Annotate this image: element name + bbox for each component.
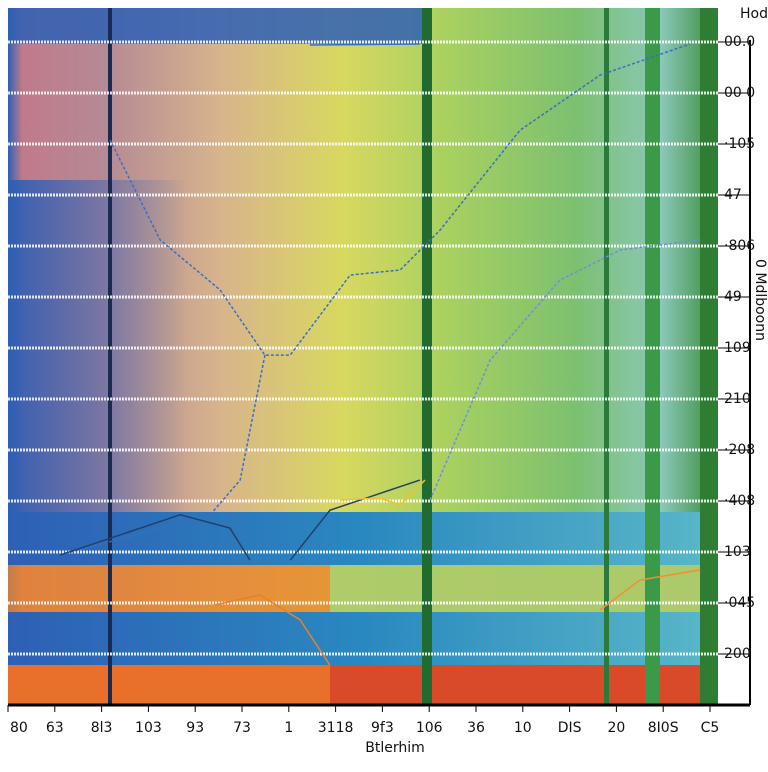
series-line (339, 479, 426, 506)
series-line (309, 43, 420, 46)
x-tick-label: 8l3 (91, 720, 113, 736)
y-tick-label: 103 (724, 544, 751, 560)
x-tick-label: 93 (186, 720, 204, 736)
y-tick-label: 00.0 (724, 34, 755, 50)
series-line (59, 354, 266, 556)
y-tick-label: 00 0 (724, 85, 755, 101)
y-tick-label: ·208 (724, 442, 755, 458)
series-line (59, 513, 251, 561)
series-line (109, 43, 691, 356)
series-line (289, 479, 421, 561)
y-tick-label: 109 (724, 340, 751, 356)
y-tick-label: 210 (724, 391, 751, 407)
x-tick-label: DIS (558, 720, 582, 736)
x-tick-label: 8I0S (648, 720, 679, 736)
x-tick-label: 3118 (318, 720, 354, 736)
y-tick-label: ·045 (724, 595, 755, 611)
x-tick-label: C5 (701, 720, 720, 736)
x-tick-label: 73 (233, 720, 251, 736)
series-line (599, 569, 701, 611)
x-tick-label: 103 (135, 720, 162, 736)
series-line (429, 239, 701, 501)
x-tick-label: 10 (514, 720, 532, 736)
y-tick-label: ·105 (724, 136, 755, 152)
y-tick-label: ·408 (724, 493, 755, 509)
x-tick-label: 9f3 (371, 720, 394, 736)
x-tick-label: 1 (284, 720, 293, 736)
y-tick-label: ·806 (724, 238, 755, 254)
x-tick-label: 20 (607, 720, 625, 736)
y-tick-label: 49 (724, 289, 742, 305)
x-tick-label: 63 (46, 720, 64, 736)
series-line (214, 594, 331, 666)
y-tick-label: 47 (724, 187, 742, 203)
background (8, 8, 751, 707)
x-axis-title: Btlerhim (365, 740, 425, 756)
x-tick-label: 80 (10, 720, 28, 736)
x-tick-label: 106 (416, 720, 443, 736)
y-tick-label: 200 (724, 646, 751, 662)
corner-label: Hod (740, 6, 768, 22)
y-axis-title: 0 Mdlboonn (752, 259, 768, 341)
x-tick-label: 36 (467, 720, 485, 736)
